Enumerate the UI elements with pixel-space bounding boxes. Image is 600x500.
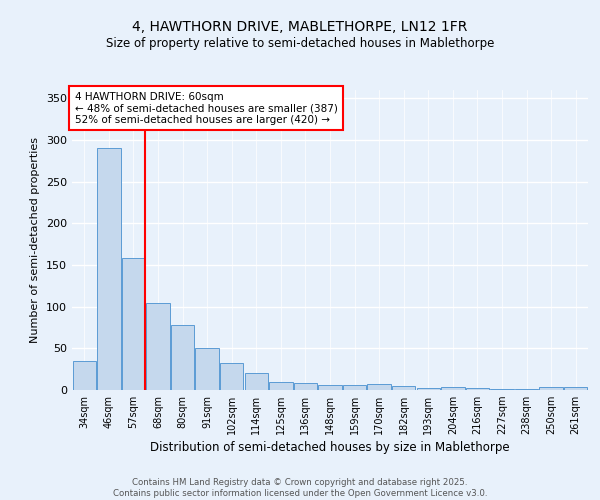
Text: Contains HM Land Registry data © Crown copyright and database right 2025.
Contai: Contains HM Land Registry data © Crown c…: [113, 478, 487, 498]
Bar: [122, 258, 145, 390]
Text: Size of property relative to semi-detached houses in Mablethorpe: Size of property relative to semi-detach…: [106, 38, 494, 51]
Bar: [416, 388, 440, 390]
Y-axis label: Number of semi-detached properties: Number of semi-detached properties: [31, 137, 40, 343]
Bar: [269, 382, 293, 390]
Bar: [367, 384, 391, 390]
Bar: [343, 385, 366, 390]
Bar: [319, 385, 341, 390]
X-axis label: Distribution of semi-detached houses by size in Mablethorpe: Distribution of semi-detached houses by …: [150, 442, 510, 454]
Bar: [220, 362, 244, 390]
Bar: [466, 388, 489, 390]
Bar: [97, 148, 121, 390]
Bar: [539, 386, 563, 390]
Bar: [171, 325, 194, 390]
Bar: [146, 304, 170, 390]
Bar: [73, 361, 96, 390]
Text: 4 HAWTHORN DRIVE: 60sqm
← 48% of semi-detached houses are smaller (387)
52% of s: 4 HAWTHORN DRIVE: 60sqm ← 48% of semi-de…: [74, 92, 337, 124]
Bar: [490, 389, 514, 390]
Bar: [392, 386, 415, 390]
Text: 4, HAWTHORN DRIVE, MABLETHORPE, LN12 1FR: 4, HAWTHORN DRIVE, MABLETHORPE, LN12 1FR: [133, 20, 467, 34]
Bar: [441, 386, 464, 390]
Bar: [564, 386, 587, 390]
Bar: [294, 384, 317, 390]
Bar: [196, 348, 219, 390]
Bar: [515, 389, 538, 390]
Bar: [245, 372, 268, 390]
